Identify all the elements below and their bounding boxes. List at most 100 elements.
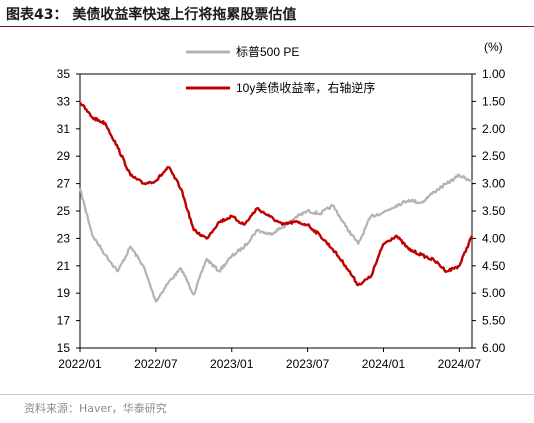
series-0-point (395, 204, 397, 207)
series-1-point (155, 180, 157, 182)
series-1-point (231, 215, 233, 218)
left-tick-label: 27 (57, 177, 71, 191)
series-0-point (319, 213, 321, 215)
x-tick-label: 2024/07 (438, 357, 482, 371)
left-tick-label: 25 (57, 204, 71, 218)
series-1-point (205, 237, 208, 239)
series-1-point (167, 166, 170, 168)
right-tick-label: 1.50 (482, 94, 506, 108)
left-tick-label: 17 (57, 314, 71, 328)
plot-frame (79, 73, 473, 349)
series-1-point (193, 229, 195, 231)
series-1-point (433, 259, 435, 261)
series-0-point (231, 255, 233, 257)
left-tick-label: 21 (57, 259, 71, 273)
series-1-point (294, 221, 296, 223)
right-tick-label: 1.00 (482, 67, 506, 81)
series-0-point (357, 243, 359, 245)
series-0-point (433, 191, 435, 193)
left-tick-label: 35 (57, 67, 71, 81)
legend-label-pe: 标普500 PE (236, 45, 299, 59)
left-tick-label: 19 (57, 286, 71, 300)
right-tick-label: 2.00 (482, 122, 506, 136)
right-tick-label: 5.00 (482, 286, 506, 300)
series-1-point (471, 235, 473, 237)
series-1-point (256, 207, 258, 209)
series-1-point (446, 270, 448, 272)
series-1-point (104, 122, 106, 124)
left-tick-label: 23 (57, 231, 71, 245)
series-0-point (180, 267, 182, 270)
series-0-point (218, 270, 220, 272)
series-0-point (130, 246, 132, 248)
series-0-point (269, 233, 271, 235)
right-tick-label: 5.50 (482, 314, 506, 328)
right-tick-label: 2.50 (482, 149, 506, 163)
series-0-point (382, 211, 385, 213)
x-tick-label: 2024/01 (362, 357, 406, 371)
source-rule (0, 394, 534, 395)
series-lines (78, 101, 474, 303)
x-tick-label: 2023/01 (210, 357, 254, 371)
figure-title: 图表43： 美债收益率快速上行将拖累股票估值 (6, 7, 297, 23)
series-1-point (382, 243, 385, 245)
series-0-point (294, 217, 296, 219)
series-0-point (370, 215, 372, 218)
series-1-point (180, 188, 182, 190)
series-0-point (420, 202, 422, 204)
right-tick-label: 4.00 (482, 231, 506, 245)
right-tick-label: 3.50 (482, 204, 506, 218)
right-tick-label: 3.00 (482, 177, 506, 191)
right-axis: 1.00 1.50 2.00 2.50 3.00 3.50 4.00 4.50 5.00 5.50… (472, 67, 506, 355)
left-tick-label: 15 (57, 341, 71, 355)
series-1-point (130, 174, 132, 176)
legend-label-yield: 10y美债收益率，右轴逆序 (236, 80, 375, 95)
series-1-point (269, 215, 271, 218)
series-1-point (218, 221, 220, 223)
series-0-point (446, 183, 448, 185)
x-tick-label: 2022/01 (58, 357, 102, 371)
legend: 标普500 PE 10y美债收益率，右轴逆序 (186, 45, 375, 95)
right-tick-label: 6.00 (482, 341, 506, 355)
series-1-point (420, 254, 422, 256)
title-rule (0, 26, 534, 27)
series-1-point (92, 117, 94, 119)
series-1-point (307, 224, 309, 226)
series-0-point (458, 174, 460, 176)
series-0-point (281, 226, 283, 228)
series-1-point (142, 183, 144, 185)
series-line-1 (78, 101, 474, 287)
series-1-point (281, 224, 283, 226)
series-1-point (370, 276, 372, 278)
series-0-point (155, 300, 157, 302)
series-1-point (332, 248, 334, 250)
series-0-point (471, 180, 473, 182)
source-note: 资料来源：Haver，华泰研究 (24, 402, 167, 415)
series-1-point (243, 224, 245, 226)
left-tick-label: 29 (57, 149, 71, 163)
series-0-point (243, 246, 245, 248)
series-line-0 (79, 173, 473, 303)
series-0-point (344, 225, 347, 227)
series-0-point (142, 265, 144, 267)
left-tick-label: 31 (57, 122, 71, 136)
series-1-point (408, 248, 410, 250)
series-1-point (319, 235, 321, 237)
series-1-point (344, 265, 347, 267)
left-axis: 15 17 19 21 23 25 27 29 31 33 35 (57, 67, 80, 355)
series-1-point (357, 284, 359, 286)
right-tick-label: 4.50 (482, 259, 506, 273)
series-0-point (332, 204, 334, 207)
x-tick-label: 2023/07 (286, 357, 330, 371)
series-0-point (193, 294, 195, 296)
series-1-point (395, 235, 397, 237)
series-0-point (92, 235, 94, 237)
series-0-point (104, 254, 106, 256)
series-0-point (408, 199, 410, 201)
series-0-point (79, 188, 81, 190)
series-1-point (458, 265, 460, 267)
series-0-point (117, 270, 119, 272)
right-axis-unit: (%) (484, 40, 503, 54)
series-0-point (167, 281, 170, 283)
